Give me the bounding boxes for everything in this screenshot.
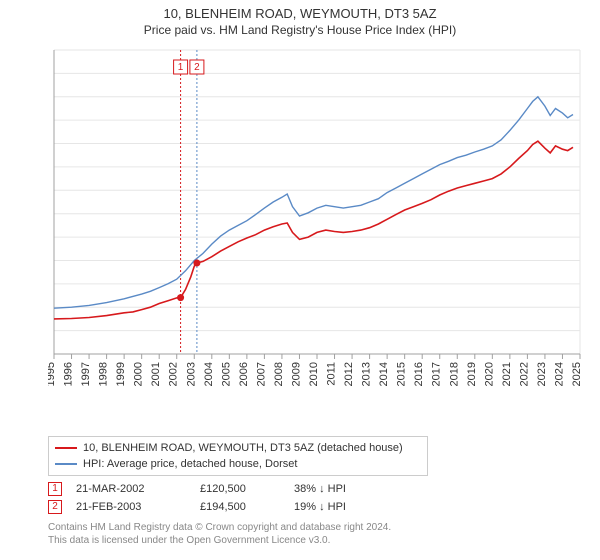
svg-text:2025: 2025 — [571, 362, 583, 386]
chart-subtitle: Price paid vs. HM Land Registry's House … — [0, 23, 600, 37]
sale-date: 21-MAR-2002 — [76, 483, 186, 495]
svg-text:2006: 2006 — [238, 362, 250, 386]
chart-plot-area: £0£50K£100K£150K£200K£250K£300K£350K£400… — [48, 44, 586, 400]
svg-text:2: 2 — [194, 62, 200, 73]
svg-text:2021: 2021 — [501, 362, 513, 386]
table-row: 2 21-FEB-2003 £194,500 19% ↓ HPI — [48, 498, 384, 516]
sale-marker-icon: 2 — [48, 500, 62, 514]
svg-text:2008: 2008 — [273, 362, 285, 386]
svg-text:2016: 2016 — [413, 362, 425, 386]
svg-text:1995: 1995 — [48, 362, 57, 386]
svg-text:2010: 2010 — [308, 362, 320, 386]
svg-text:2017: 2017 — [431, 362, 443, 386]
legend-swatch — [55, 447, 77, 449]
sales-table: 1 21-MAR-2002 £120,500 38% ↓ HPI 2 21-FE… — [48, 480, 384, 516]
legend-swatch — [55, 463, 77, 465]
svg-text:2011: 2011 — [326, 362, 338, 386]
sale-price: £194,500 — [200, 501, 280, 513]
credits-line: Contains HM Land Registry data © Crown c… — [48, 522, 588, 535]
svg-text:2012: 2012 — [343, 362, 355, 386]
svg-text:2004: 2004 — [203, 362, 215, 386]
sale-diff: 19% ↓ HPI — [294, 501, 384, 513]
svg-text:2020: 2020 — [483, 362, 495, 386]
svg-text:2015: 2015 — [396, 362, 408, 386]
svg-text:1997: 1997 — [80, 362, 92, 386]
credits-line: This data is licensed under the Open Gov… — [48, 535, 588, 548]
svg-text:2024: 2024 — [553, 362, 565, 386]
svg-text:2002: 2002 — [168, 362, 180, 386]
chart-legend: 10, BLENHEIM ROAD, WEYMOUTH, DT3 5AZ (de… — [48, 436, 428, 476]
line-chart: £0£50K£100K£150K£200K£250K£300K£350K£400… — [48, 44, 586, 400]
sale-marker-icon: 1 — [48, 482, 62, 496]
legend-label: 10, BLENHEIM ROAD, WEYMOUTH, DT3 5AZ (de… — [83, 442, 403, 454]
svg-text:2003: 2003 — [185, 362, 197, 386]
sale-price: £120,500 — [200, 483, 280, 495]
svg-text:2009: 2009 — [290, 362, 302, 386]
svg-text:1: 1 — [178, 62, 184, 73]
svg-text:2001: 2001 — [150, 362, 162, 386]
table-row: 1 21-MAR-2002 £120,500 38% ↓ HPI — [48, 480, 384, 498]
svg-text:1998: 1998 — [98, 362, 110, 386]
svg-text:2000: 2000 — [133, 362, 145, 386]
legend-label: HPI: Average price, detached house, Dors… — [83, 458, 297, 470]
chart-title: 10, BLENHEIM ROAD, WEYMOUTH, DT3 5AZ — [0, 6, 600, 21]
svg-text:2005: 2005 — [220, 362, 232, 386]
credits: Contains HM Land Registry data © Crown c… — [48, 522, 588, 547]
svg-text:2023: 2023 — [536, 362, 548, 386]
legend-item: HPI: Average price, detached house, Dors… — [55, 456, 421, 472]
svg-text:1999: 1999 — [115, 362, 127, 386]
svg-text:2022: 2022 — [518, 362, 530, 386]
svg-text:2007: 2007 — [255, 362, 267, 386]
sale-diff: 38% ↓ HPI — [294, 483, 384, 495]
svg-text:2013: 2013 — [361, 362, 373, 386]
svg-text:2019: 2019 — [466, 362, 478, 386]
legend-item: 10, BLENHEIM ROAD, WEYMOUTH, DT3 5AZ (de… — [55, 440, 421, 456]
sale-date: 21-FEB-2003 — [76, 501, 186, 513]
svg-text:2014: 2014 — [378, 362, 390, 386]
svg-text:1996: 1996 — [63, 362, 75, 386]
chart-titles: 10, BLENHEIM ROAD, WEYMOUTH, DT3 5AZ Pri… — [0, 0, 600, 39]
svg-text:2018: 2018 — [448, 362, 460, 386]
